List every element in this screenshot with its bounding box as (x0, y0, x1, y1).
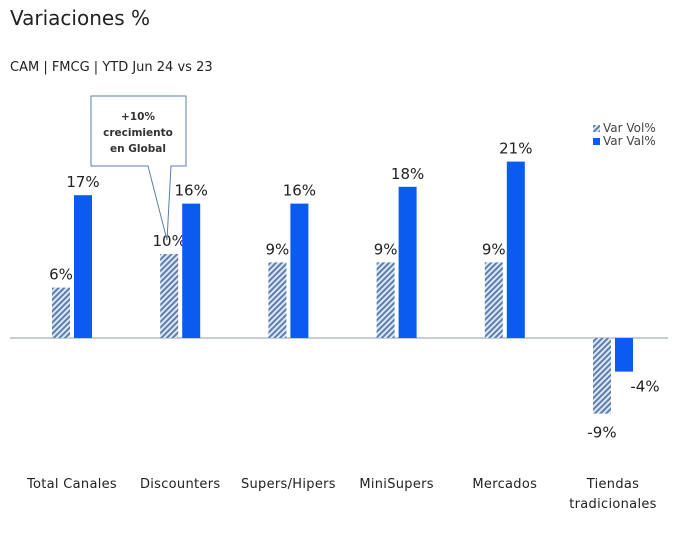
data-label: 18% (391, 165, 424, 183)
annotation-text: en Global (110, 143, 166, 155)
category-label: Discounters (140, 477, 221, 492)
category-label: tradicionales (569, 497, 656, 512)
data-label: -9% (587, 424, 616, 442)
category-label: Tiendas (586, 477, 639, 492)
bar-vol (160, 254, 179, 338)
bar-vol (52, 287, 70, 338)
bar-val (182, 203, 201, 338)
category-label: MiniSupers (359, 477, 434, 492)
data-label: 9% (374, 240, 398, 258)
bar-val (290, 203, 309, 338)
legend-swatch (593, 138, 600, 145)
category-label: Supers/Hipers (241, 477, 336, 492)
bar-vol (593, 338, 611, 414)
data-label: 10% (153, 232, 186, 250)
data-label: 9% (266, 240, 290, 258)
data-label: 17% (66, 173, 99, 191)
bar-vol (376, 262, 395, 338)
legend-label: Var Vol% (603, 121, 656, 135)
data-label: 21% (499, 140, 532, 158)
bar-val (615, 338, 633, 372)
bar-vol (268, 262, 287, 338)
annotation-callout (90, 95, 187, 241)
chart-title: Variaciones % (10, 6, 150, 30)
data-label: 16% (283, 182, 316, 200)
category-label: Mercados (472, 477, 537, 492)
category-label: Total Canales (26, 477, 117, 492)
annotation-text: crecimiento (103, 127, 173, 139)
bar-val (74, 195, 92, 338)
bar-val (506, 161, 525, 338)
legend-label: Var Val% (603, 134, 656, 148)
data-label: -4% (630, 378, 659, 396)
annotation-text: +10% (121, 111, 155, 123)
data-label: 9% (482, 240, 506, 258)
chart-subtitle: CAM | FMCG | YTD Jun 24 vs 23 (10, 60, 213, 75)
data-label: 6% (49, 266, 73, 284)
bar-vol (484, 262, 503, 338)
bar-val (398, 186, 417, 338)
legend-swatch (593, 125, 600, 132)
data-label: 16% (175, 182, 208, 200)
